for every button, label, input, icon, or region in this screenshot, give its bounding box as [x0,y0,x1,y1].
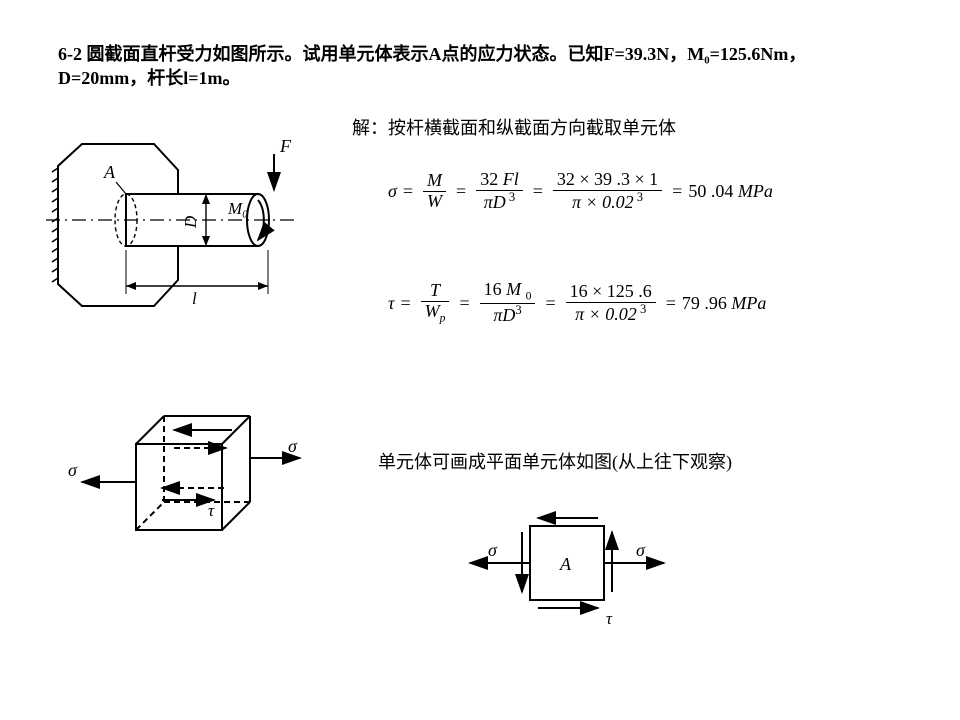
tau-symbol: τ [388,293,394,314]
page: 6-2 圆截面直杆受力如图所示。试用单元体表示A点的应力状态。已知F=39.3N… [0,0,960,720]
sigma-unit: MPa [738,181,773,202]
fig3-A: A [559,554,572,574]
fig3-tau: τ [606,609,613,628]
fig3-sigmaR: σ [636,540,646,560]
fig3-sigmaL: σ [488,540,498,560]
fig2-sigmaR: σ [288,436,298,456]
fig1-l: l [192,289,197,308]
fig2-tau: τ [208,501,215,520]
fig1-F: F [279,136,292,156]
problem-line1: 6-2 圆截面直杆受力如图所示。试用单元体表示A点的应力状态。已知F=39.3N… [58,40,806,66]
figure-element-2d: A σ σ τ [430,500,700,630]
problem-line2: D=20mm，杆长l=1m。 [58,64,241,90]
fig1-M0: M₀ [227,199,248,218]
tau-unit: MPa [731,293,766,314]
sigma-symbol: σ [388,181,397,202]
note-text: 单元体可画成平面单元体如图(从上往下观察) [378,448,732,474]
fig2-sigmaL: σ [68,460,78,480]
figure-cantilever: A F M₀ D l [46,124,306,334]
equation-tau: τ = T Wp = 16 M 0 πD3 = 16 × 125 .6 π × … [388,280,766,326]
figure-cube-3d: σ σ τ [56,396,306,546]
fig1-D: D [181,215,200,229]
equation-sigma: σ = M W = 32 Fl πD 3 = 32 × 39 .3 × 1 π … [388,170,773,213]
solution-header: 解：按杆横截面和纵截面方向截取单元体 [352,114,676,140]
fig1-A: A [103,162,116,182]
